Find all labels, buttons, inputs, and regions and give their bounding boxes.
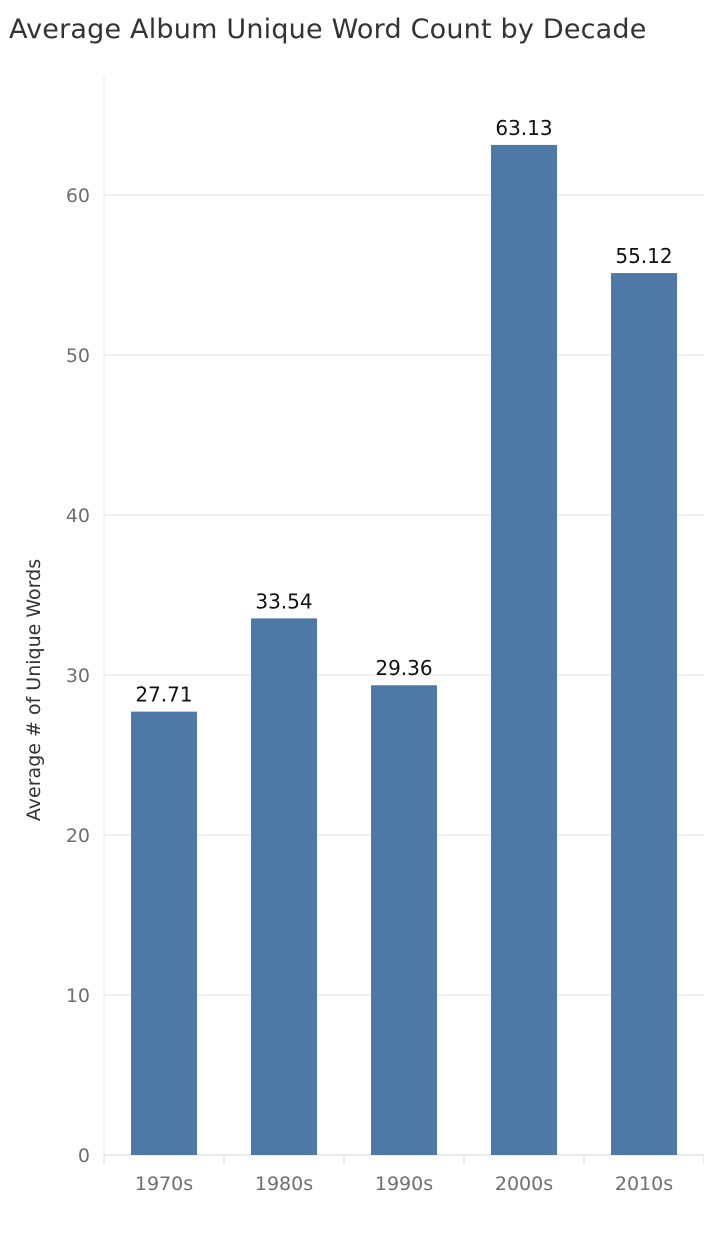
y-tick-label: 30 — [66, 665, 90, 687]
x-tick-label: 2000s — [495, 1173, 553, 1195]
chart-title: Average Album Unique Word Count by Decad… — [9, 14, 647, 45]
x-tick-label: 1980s — [255, 1173, 313, 1195]
bar — [131, 711, 197, 1155]
bar — [491, 144, 557, 1156]
data-label: 27.71 — [135, 683, 192, 707]
x-tick-label: 1970s — [135, 1173, 193, 1195]
data-label: 29.36 — [375, 656, 432, 680]
y-axis-title: Average # of Unique Words — [23, 559, 45, 821]
data-labels: 27.71 33.54 29.36 63.13 55.12 — [135, 116, 672, 707]
x-tick-label: 2010s — [615, 1173, 673, 1195]
y-tick-labels: 0 10 20 30 40 50 60 — [66, 185, 90, 1167]
y-tick-label: 20 — [66, 825, 90, 847]
y-tick-label: 0 — [78, 1145, 90, 1167]
x-tick-labels: 1970s 1980s 1990s 2000s 2010s — [135, 1173, 673, 1195]
data-label: 63.13 — [495, 116, 552, 140]
y-tick-label: 10 — [66, 985, 90, 1007]
bars — [131, 144, 677, 1156]
bar — [251, 618, 317, 1155]
y-tick-label: 50 — [66, 345, 90, 367]
data-label: 55.12 — [615, 244, 672, 268]
x-tick-label: 1990s — [375, 1173, 433, 1195]
bar — [371, 685, 437, 1155]
data-label: 33.54 — [255, 589, 312, 613]
bar — [611, 273, 677, 1156]
y-tick-label: 40 — [66, 505, 90, 527]
y-tick-label: 60 — [66, 185, 90, 207]
